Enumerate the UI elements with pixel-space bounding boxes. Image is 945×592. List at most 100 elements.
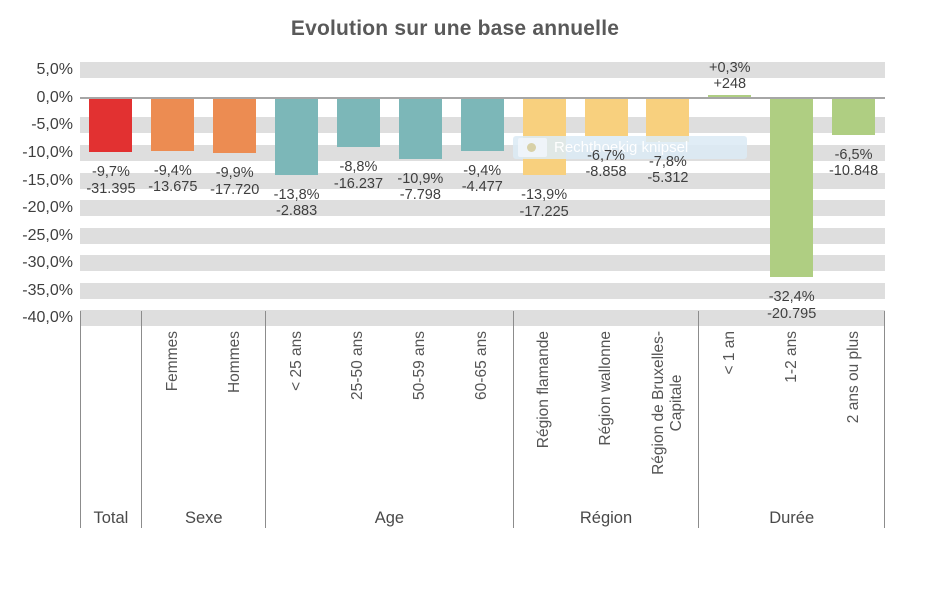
group-label: Durée	[769, 509, 815, 527]
bar-pct-label: -9,4%	[153, 162, 192, 179]
bar-value-labels: -6,5% -10.848	[799, 147, 909, 180]
y-tick-label: -15,0%	[22, 171, 73, 189]
bar-value-labels: -9,4% -13.675	[118, 163, 228, 196]
chart-title: Evolution sur une base annuelle	[290, 17, 620, 40]
y-tick-label: -25,0%	[22, 226, 73, 244]
category-tick-text: Région flamande	[535, 331, 553, 449]
category-tick-label: 60-65 ans	[473, 331, 542, 400]
bar	[336, 98, 380, 148]
bar-pct-label: -6,5%	[834, 146, 873, 163]
category-tick-label: Femmes	[164, 331, 224, 391]
grid-stripe	[80, 62, 885, 79]
bar-pct-label: +0,3%	[709, 59, 751, 76]
bar-count-label: -8.858	[585, 164, 627, 181]
category-tick-text: 25-50 ans	[349, 331, 367, 400]
bar-pct-label: -9,9%	[215, 165, 254, 182]
snip-tool-icon	[518, 138, 547, 157]
group-separator-line	[884, 311, 885, 528]
group-label: Total	[93, 509, 129, 527]
bar-count-label: -17.720	[210, 181, 260, 198]
bar-count-label: -13.675	[148, 179, 198, 196]
y-tick-label: 5,0%	[36, 61, 73, 79]
bar-value-labels: -9,4% -4.477	[427, 163, 537, 196]
grid-stripe	[80, 310, 885, 327]
bar	[151, 98, 195, 151]
bar-count-label: -10.848	[828, 163, 879, 180]
bar-value-labels: -6,7% -8.858	[551, 148, 661, 181]
bar-pct-label: -13,9%	[521, 187, 568, 204]
bar-count-label: +248	[713, 76, 747, 93]
bar-pct-label: -6,7%	[587, 147, 625, 164]
bar-value-labels: -9,7% -31.395	[56, 164, 166, 197]
group-separator-line	[512, 311, 514, 528]
watermark-label: Rechthoekig knipsel	[554, 139, 689, 156]
bar-value-labels: -13,8% -2.883	[242, 187, 352, 220]
category-tick-text: < 25 ans	[287, 331, 305, 391]
bar-pct-label: -8,8%	[339, 159, 378, 176]
grid-stripe	[80, 227, 885, 244]
y-tick-label: -30,0%	[22, 254, 73, 272]
grid-stripe	[80, 200, 885, 217]
bar	[584, 98, 628, 136]
bar-value-labels: +0,3% +248	[675, 60, 785, 93]
bar-pct-label: -13,8%	[273, 186, 320, 203]
y-tick-label: -40,0%	[22, 309, 73, 327]
bar	[398, 98, 442, 159]
bar-pct-label: -10,9%	[397, 170, 444, 187]
bar	[646, 98, 690, 142]
y-tick-label: -5,0%	[31, 116, 73, 134]
category-tick-text: 50-59 ans	[411, 331, 429, 400]
bar	[770, 98, 814, 278]
bar	[89, 98, 133, 153]
bar-value-labels: -13,9% -17.225	[489, 187, 599, 220]
y-tick-label: -10,0%	[22, 143, 73, 161]
bar	[708, 94, 752, 97]
category-tick-label: Hommes	[226, 331, 288, 393]
bar-pct-label: -9,7%	[91, 164, 130, 181]
category-tick-text: 1-2 ans	[782, 331, 800, 383]
grid-stripe	[80, 255, 885, 272]
category-tick-label: 25-50 ans	[349, 331, 418, 400]
category-tick-text: < 1 an	[720, 331, 738, 375]
bar-value-labels: -8,8% -16.237	[303, 159, 413, 192]
category-tick-text: Région de Bruxelles- Capitale	[649, 331, 685, 475]
y-tick-label: -35,0%	[22, 281, 73, 299]
group-separator-line	[265, 311, 267, 528]
group-label: Age	[374, 509, 405, 527]
category-tick-text: 2 ans ou plus	[844, 331, 862, 424]
group-separator-line	[141, 311, 143, 528]
group-label: Région	[579, 509, 633, 527]
bar	[460, 98, 504, 151]
watermark-dot-icon	[527, 143, 536, 152]
category-tick-label: 50-59 ans	[411, 331, 480, 400]
bar-count-label: -31.395	[86, 180, 136, 197]
bar-count-label: -17.225	[519, 203, 569, 220]
bar-value-labels: -9,9% -17.720	[180, 165, 290, 198]
y-tick-label: 0,0%	[36, 88, 73, 106]
watermark: Rechthoekig knipsel	[513, 136, 747, 159]
zero-axis-line	[80, 96, 885, 99]
category-tick-text: 60-65 ans	[473, 331, 491, 400]
category-tick-label: < 25 ans	[288, 331, 348, 391]
bar	[275, 98, 319, 175]
bar-count-label: -7.798	[399, 187, 441, 204]
y-tick-label: -20,0%	[22, 199, 73, 217]
bar-count-label: -2.883	[276, 203, 318, 220]
grid-stripe	[80, 172, 885, 189]
category-tick-text: Région wallonne	[597, 331, 615, 446]
group-separator-line	[698, 311, 700, 528]
bar	[213, 98, 257, 154]
category-tick-label: 2 ans ou plus	[845, 331, 937, 423]
bar-value-labels: -7,8% -5.312	[613, 154, 723, 187]
group-label: Sexe	[184, 509, 223, 527]
category-tick-label: 1-2 ans	[783, 331, 835, 383]
bar-value-labels: -32,4% -20.795	[737, 289, 847, 322]
bar-pct-label: -7,8%	[648, 153, 687, 170]
bar-value-labels: -10,9% -7.798	[365, 171, 475, 204]
bar-count-label: -20.795	[767, 305, 817, 322]
category-tick-text: Femmes	[163, 331, 181, 392]
grid-stripe	[80, 282, 885, 299]
bar-pct-label: -9,4%	[463, 162, 502, 179]
